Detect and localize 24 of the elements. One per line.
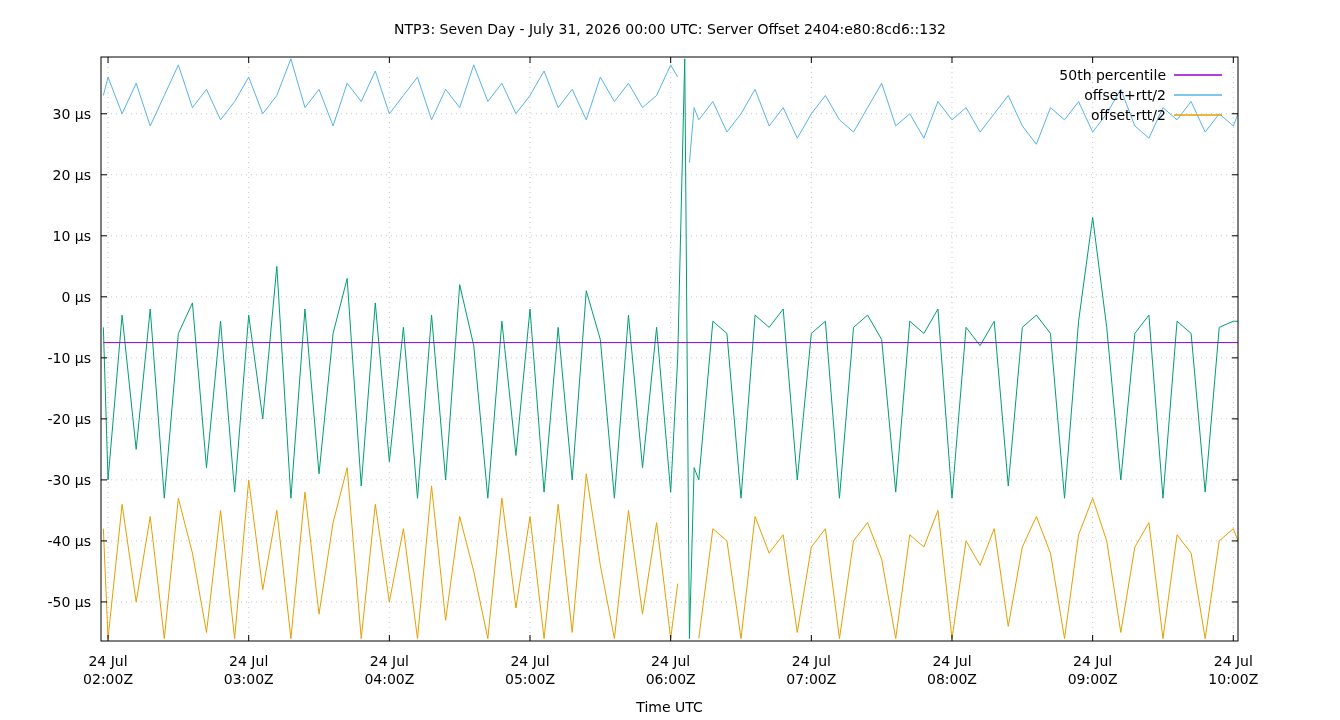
y-tick-label: -10 µs	[47, 349, 91, 366]
legend-label: offset+rtt/2	[1084, 87, 1166, 103]
y-tick-label: -50 µs	[47, 593, 91, 610]
legend-label: offset-rtt/2	[1090, 107, 1166, 123]
y-tick-label: -30 µs	[47, 471, 91, 488]
x-tick-label: 24 Jul 09:00Z	[1067, 653, 1118, 687]
y-tick-label: -40 µs	[47, 532, 91, 549]
x-tick-label: 24 Jul 05:00Z	[505, 653, 555, 687]
chart-title: NTP3: Seven Day - July 31, 2026 00:00 UTC: Server Offset 2404:e80:8cd6::132	[394, 21, 946, 37]
x-tick-label: 24 Jul 10:00Z	[1208, 653, 1259, 687]
y-tick-label: 30 µs	[52, 105, 91, 122]
x-tick-label: 24 Jul 02:00Z	[83, 653, 133, 687]
x-tick-label: 24 Jul 08:00Z	[927, 653, 977, 687]
x-tick-label: 24 Jul 07:00Z	[786, 653, 837, 687]
x-tick-label: 24 Jul 04:00Z	[364, 653, 415, 687]
legend-label: 50th percentile	[1059, 67, 1166, 83]
x-axis-title: Time UTC	[635, 699, 703, 715]
y-tick-label: -20 µs	[47, 410, 91, 427]
x-tick-label: 24 Jul 03:00Z	[223, 653, 274, 687]
y-tick-label: 0 µs	[61, 288, 91, 305]
line-series	[102, 58, 1238, 640]
y-tick-label: 10 µs	[52, 227, 91, 244]
x-tick-label: 24 Jul 06:00Z	[645, 653, 696, 687]
y-tick-label: 20 µs	[52, 166, 91, 183]
